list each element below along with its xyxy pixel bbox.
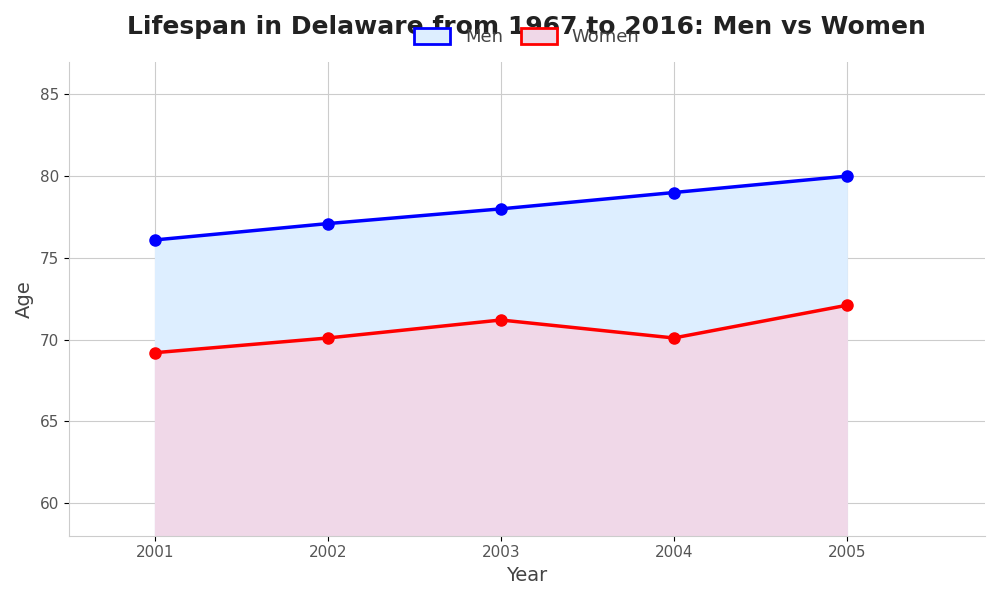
Title: Lifespan in Delaware from 1967 to 2016: Men vs Women: Lifespan in Delaware from 1967 to 2016: …: [127, 15, 926, 39]
Y-axis label: Age: Age: [15, 280, 34, 317]
Legend: Men, Women: Men, Women: [405, 19, 648, 55]
X-axis label: Year: Year: [506, 566, 547, 585]
